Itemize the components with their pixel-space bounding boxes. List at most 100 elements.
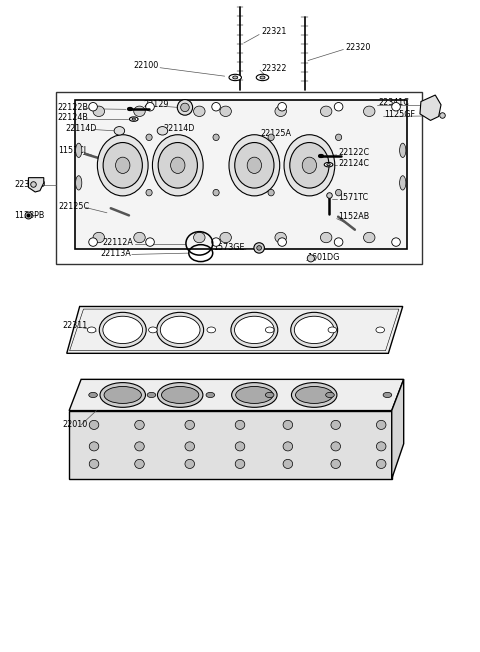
Ellipse shape — [291, 312, 337, 348]
Ellipse shape — [376, 327, 384, 333]
Text: 22322: 22322 — [262, 64, 287, 73]
Ellipse shape — [235, 316, 274, 344]
Ellipse shape — [220, 106, 231, 117]
Ellipse shape — [185, 442, 194, 451]
Ellipse shape — [331, 421, 340, 430]
Ellipse shape — [334, 238, 343, 246]
Ellipse shape — [93, 106, 105, 117]
Ellipse shape — [275, 232, 287, 243]
Ellipse shape — [363, 106, 375, 117]
Text: 1152AB: 1152AB — [338, 212, 370, 221]
Ellipse shape — [275, 106, 287, 117]
Ellipse shape — [235, 442, 245, 451]
Text: 22122C: 22122C — [338, 149, 369, 157]
Ellipse shape — [135, 460, 144, 469]
Ellipse shape — [232, 383, 277, 408]
Ellipse shape — [146, 238, 155, 246]
Text: 22113A: 22113A — [100, 248, 131, 258]
Ellipse shape — [268, 134, 274, 141]
Ellipse shape — [376, 421, 386, 430]
Text: 22114D: 22114D — [163, 125, 195, 134]
Ellipse shape — [254, 243, 264, 253]
Ellipse shape — [89, 421, 99, 430]
Ellipse shape — [157, 383, 203, 408]
Ellipse shape — [229, 135, 280, 196]
Ellipse shape — [400, 143, 406, 158]
Ellipse shape — [100, 383, 145, 408]
Ellipse shape — [327, 164, 330, 166]
Ellipse shape — [146, 134, 152, 141]
Text: 22112A: 22112A — [103, 238, 134, 247]
Ellipse shape — [75, 175, 82, 190]
Ellipse shape — [180, 103, 189, 111]
Text: 22114D: 22114D — [65, 125, 96, 134]
Ellipse shape — [336, 134, 342, 141]
Ellipse shape — [213, 189, 219, 196]
Ellipse shape — [97, 135, 148, 196]
Ellipse shape — [103, 143, 143, 188]
Ellipse shape — [236, 387, 273, 404]
Ellipse shape — [75, 143, 82, 158]
Polygon shape — [392, 379, 404, 479]
Text: 1573GE: 1573GE — [213, 243, 245, 252]
Ellipse shape — [235, 460, 245, 469]
Ellipse shape — [213, 134, 219, 141]
Ellipse shape — [257, 246, 262, 250]
Ellipse shape — [235, 421, 245, 430]
Ellipse shape — [87, 327, 96, 333]
Ellipse shape — [235, 143, 274, 188]
Polygon shape — [69, 379, 404, 411]
Ellipse shape — [284, 135, 335, 196]
Ellipse shape — [302, 157, 317, 173]
Ellipse shape — [376, 442, 386, 451]
Ellipse shape — [170, 157, 185, 173]
Ellipse shape — [220, 232, 231, 243]
Ellipse shape — [185, 421, 194, 430]
Text: 22321: 22321 — [262, 27, 287, 37]
Ellipse shape — [325, 393, 334, 398]
Ellipse shape — [153, 135, 203, 196]
Ellipse shape — [331, 460, 340, 469]
Ellipse shape — [278, 102, 287, 111]
Ellipse shape — [296, 387, 333, 404]
Ellipse shape — [89, 102, 97, 111]
Ellipse shape — [331, 442, 340, 451]
Ellipse shape — [89, 442, 99, 451]
Ellipse shape — [177, 100, 192, 115]
Text: 22125A: 22125A — [261, 129, 291, 138]
Ellipse shape — [265, 393, 274, 398]
Text: 1125GF: 1125GF — [384, 110, 416, 119]
Bar — [56, 92, 422, 264]
Text: 22124B: 22124B — [57, 113, 88, 123]
Text: 22010: 22010 — [62, 421, 87, 430]
Polygon shape — [69, 411, 392, 479]
Ellipse shape — [278, 238, 287, 246]
Text: 1601DG: 1601DG — [307, 253, 339, 262]
Text: 22320: 22320 — [345, 43, 371, 52]
Ellipse shape — [229, 74, 241, 81]
Ellipse shape — [147, 393, 156, 398]
Text: 1123PB: 1123PB — [14, 211, 45, 220]
Text: 22124C: 22124C — [338, 159, 369, 168]
Ellipse shape — [283, 442, 293, 451]
Ellipse shape — [146, 189, 152, 196]
Ellipse shape — [103, 316, 143, 344]
Ellipse shape — [290, 143, 329, 188]
Ellipse shape — [307, 255, 314, 262]
Ellipse shape — [265, 327, 274, 333]
Ellipse shape — [336, 189, 342, 196]
Text: 22129: 22129 — [144, 100, 169, 110]
Ellipse shape — [185, 460, 194, 469]
Ellipse shape — [212, 102, 220, 111]
Ellipse shape — [392, 102, 400, 111]
Ellipse shape — [212, 238, 220, 246]
Ellipse shape — [283, 421, 293, 430]
Ellipse shape — [321, 232, 332, 243]
Ellipse shape — [157, 126, 168, 135]
Ellipse shape — [247, 157, 262, 173]
Ellipse shape — [324, 162, 333, 167]
Ellipse shape — [134, 106, 145, 117]
Ellipse shape — [149, 327, 157, 333]
Text: 22100: 22100 — [133, 61, 158, 70]
Text: 22125C: 22125C — [58, 201, 89, 211]
